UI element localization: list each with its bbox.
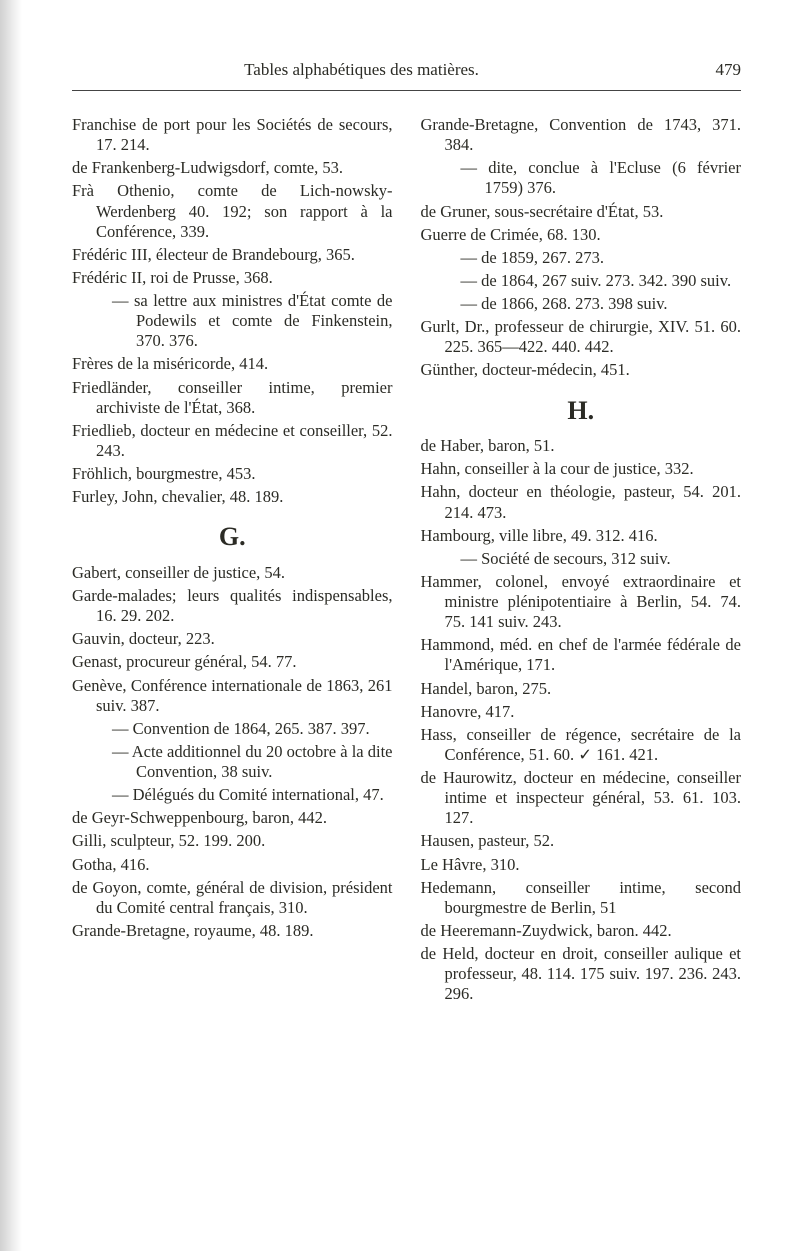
index-entry: Hausen, pasteur, 52. (421, 831, 742, 851)
index-entry: Handel, baron, 275. (421, 679, 742, 699)
index-subentry: — de 1864, 267 suiv. 273. 342. 390 suiv. (421, 271, 742, 291)
index-entry: de Haurowitz, docteur en médecine, conse… (421, 768, 742, 828)
index-entry: Hahn, conseiller à la cour de justice, 3… (421, 459, 742, 479)
index-entry: Grande-Bretagne, Convention de 1743, 371… (421, 115, 742, 155)
index-entry: Günther, docteur-médecin, 451. (421, 360, 742, 380)
section-heading-h: H. (421, 395, 742, 427)
right-column: Grande-Bretagne, Convention de 1743, 371… (421, 115, 742, 1007)
index-entry: Furley, John, chevalier, 48. 189. (72, 487, 393, 507)
book-page: Tables alphabétiques des matières. 479 F… (0, 0, 801, 1251)
index-entry: de Goyon, comte, général de division, pr… (72, 878, 393, 918)
index-entry: Hass, conseiller de régence, secrétaire … (421, 725, 742, 765)
index-entry: de Geyr-Schweppenbourg, baron, 442. (72, 808, 393, 828)
running-head: Tables alphabétiques des matières. (72, 60, 691, 80)
index-entry: Grande-Bretagne, royaume, 48. 189. (72, 921, 393, 941)
index-entry: Guerre de Crimée, 68. 130. (421, 225, 742, 245)
gutter-shadow (0, 0, 22, 1251)
index-entry: Gabert, conseiller de justice, 54. (72, 563, 393, 583)
index-entry: Gauvin, docteur, 223. (72, 629, 393, 649)
index-entry: Le Hâvre, 310. (421, 855, 742, 875)
index-entry: Hambourg, ville libre, 49. 312. 416. (421, 526, 742, 546)
index-subentry: — de 1859, 267. 273. (421, 248, 742, 268)
left-column: Franchise de port pour les Sociétés de s… (72, 115, 393, 1007)
index-entry: Frédéric II, roi de Prusse, 368. (72, 268, 393, 288)
index-subentry: — Délégués du Comité international, 47. (72, 785, 393, 805)
index-entry: Genève, Conférence internationale de 186… (72, 676, 393, 716)
text-columns: Franchise de port pour les Sociétés de s… (72, 115, 741, 1007)
index-entry: Garde-malades; leurs qualités indispensa… (72, 586, 393, 626)
index-entry: de Heeremann-Zuydwick, baron. 442. (421, 921, 742, 941)
index-entry: de Haber, baron, 51. (421, 436, 742, 456)
page-number: 479 (691, 60, 741, 80)
page-header: Tables alphabétiques des matières. 479 (72, 60, 741, 80)
index-entry: Gotha, 416. (72, 855, 393, 875)
index-entry: Hahn, docteur en théologie, pasteur, 54.… (421, 482, 742, 522)
index-entry: Frà Othenio, comte de Lich-nowsky-Werden… (72, 181, 393, 241)
index-entry: Friedländer, conseiller intime, premier … (72, 378, 393, 418)
section-heading-g: G. (72, 521, 393, 553)
index-subentry: — sa lettre aux ministres d'État comte d… (72, 291, 393, 351)
index-entry: Hammer, colonel, envoyé extraordinaire e… (421, 572, 742, 632)
index-subentry: — Société de secours, 312 suiv. (421, 549, 742, 569)
index-subentry: — de 1866, 268. 273. 398 suiv. (421, 294, 742, 314)
index-entry: Frédéric III, électeur de Brandebourg, 3… (72, 245, 393, 265)
index-subentry: — Acte additionnel du 20 octobre à la di… (72, 742, 393, 782)
index-entry: de Held, docteur en droit, conseiller au… (421, 944, 742, 1004)
index-subentry: — Convention de 1864, 265. 387. 397. (72, 719, 393, 739)
index-entry: Hedemann, conseiller intime, second bour… (421, 878, 742, 918)
index-entry: Gilli, sculpteur, 52. 199. 200. (72, 831, 393, 851)
index-entry: Hanovre, 417. (421, 702, 742, 722)
index-entry: Friedlieb, docteur en médecine et consei… (72, 421, 393, 461)
index-entry: de Frankenberg-Ludwigsdorf, comte, 53. (72, 158, 393, 178)
index-entry: Franchise de port pour les Sociétés de s… (72, 115, 393, 155)
index-entry: de Gruner, sous-secrétaire d'État, 53. (421, 202, 742, 222)
index-entry: Fröhlich, bourgmestre, 453. (72, 464, 393, 484)
index-entry: Hammond, méd. en chef de l'armée fédéral… (421, 635, 742, 675)
header-rule (72, 90, 741, 91)
index-entry: Gurlt, Dr., professeur de chirurgie, XIV… (421, 317, 742, 357)
index-entry: Genast, procureur général, 54. 77. (72, 652, 393, 672)
index-entry: Frères de la miséricorde, 414. (72, 354, 393, 374)
index-subentry: — dite, conclue à l'Ecluse (6 février 17… (421, 158, 742, 198)
